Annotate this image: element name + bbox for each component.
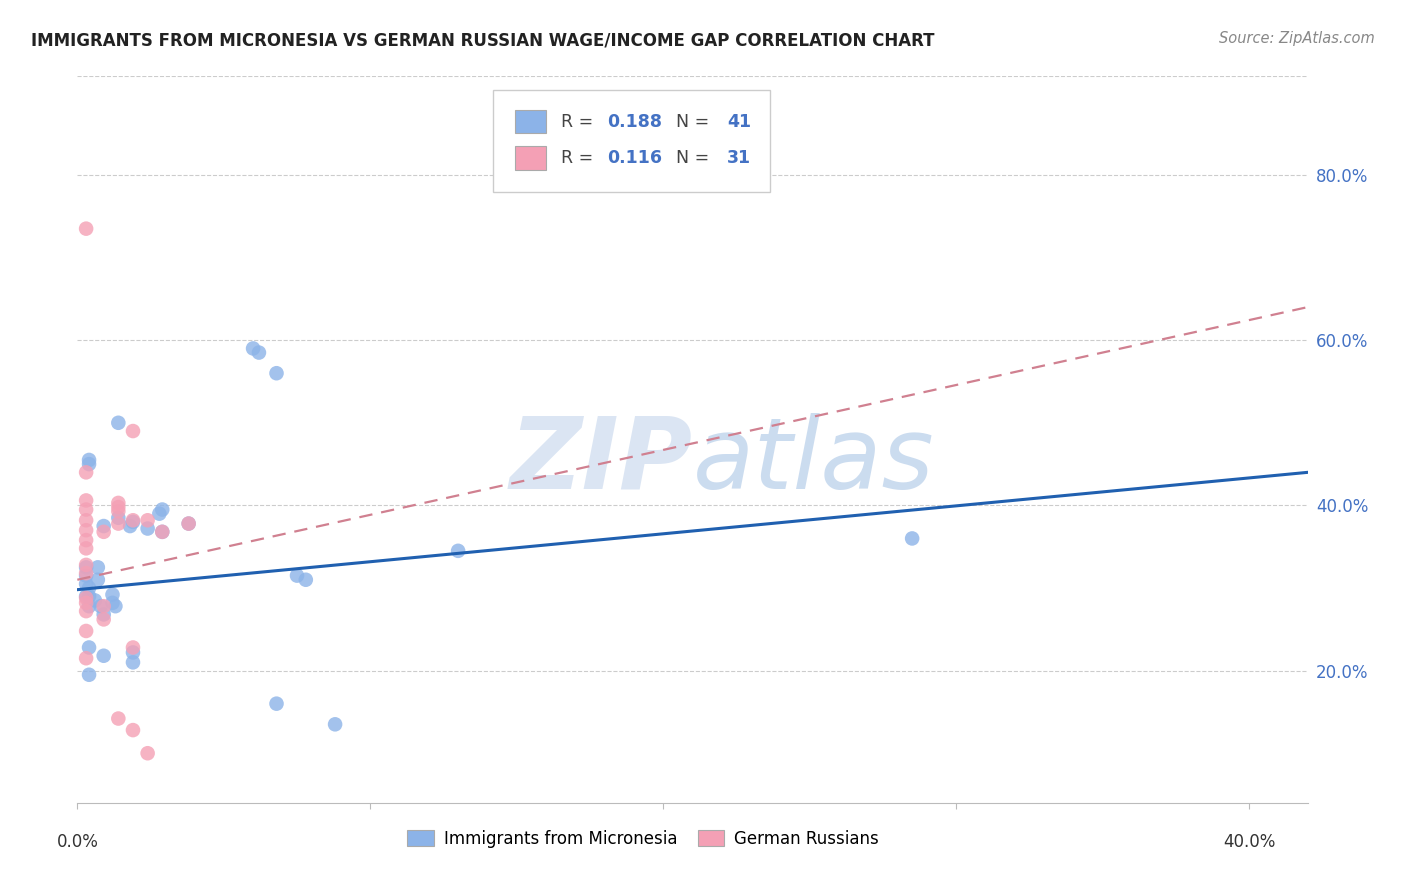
Point bbox=[93, 612, 115, 626]
Point bbox=[75, 493, 97, 508]
Point bbox=[266, 366, 288, 380]
Point bbox=[447, 544, 470, 558]
Point bbox=[87, 573, 110, 587]
Point bbox=[148, 507, 170, 521]
Text: ZIP: ZIP bbox=[509, 413, 693, 509]
Text: R =: R = bbox=[561, 149, 599, 167]
Point bbox=[75, 466, 97, 480]
Legend: Immigrants from Micronesia, German Russians: Immigrants from Micronesia, German Russi… bbox=[399, 822, 887, 856]
Point bbox=[104, 599, 127, 614]
Point bbox=[87, 560, 110, 574]
Point bbox=[122, 424, 145, 438]
Point bbox=[122, 645, 145, 659]
Point bbox=[84, 593, 107, 607]
Point bbox=[101, 596, 124, 610]
Point bbox=[93, 524, 115, 539]
Point bbox=[323, 717, 346, 731]
Point bbox=[242, 342, 264, 356]
Point bbox=[285, 568, 308, 582]
Point bbox=[75, 513, 97, 527]
Point bbox=[122, 723, 145, 737]
Text: 0.0%: 0.0% bbox=[56, 833, 98, 851]
Point bbox=[107, 516, 129, 531]
Point bbox=[77, 453, 100, 467]
Text: N =: N = bbox=[665, 149, 716, 167]
Text: 41: 41 bbox=[727, 112, 751, 130]
Text: atlas: atlas bbox=[693, 413, 934, 509]
FancyBboxPatch shape bbox=[516, 146, 546, 169]
Point bbox=[75, 596, 97, 610]
Point bbox=[136, 746, 159, 760]
Point bbox=[122, 656, 145, 670]
Point bbox=[122, 515, 145, 529]
Point bbox=[75, 604, 97, 618]
Text: 31: 31 bbox=[727, 149, 751, 167]
Point bbox=[150, 502, 173, 516]
Point bbox=[90, 599, 112, 614]
Point bbox=[77, 589, 100, 603]
Point bbox=[93, 519, 115, 533]
Point bbox=[75, 541, 97, 556]
FancyBboxPatch shape bbox=[494, 90, 770, 192]
Point bbox=[107, 496, 129, 510]
Text: Source: ZipAtlas.com: Source: ZipAtlas.com bbox=[1219, 31, 1375, 46]
Point bbox=[77, 581, 100, 595]
Point bbox=[295, 573, 318, 587]
Point bbox=[75, 502, 97, 516]
Point bbox=[77, 667, 100, 681]
FancyBboxPatch shape bbox=[516, 110, 546, 133]
Point bbox=[77, 457, 100, 471]
Text: 0.116: 0.116 bbox=[607, 149, 662, 167]
Point bbox=[75, 577, 97, 591]
Text: N =: N = bbox=[665, 112, 716, 130]
Point bbox=[266, 697, 288, 711]
Point bbox=[93, 607, 115, 622]
Point bbox=[75, 624, 97, 638]
Point bbox=[75, 591, 97, 605]
Point bbox=[93, 648, 115, 663]
Point bbox=[107, 712, 129, 726]
Text: IMMIGRANTS FROM MICRONESIA VS GERMAN RUSSIAN WAGE/INCOME GAP CORRELATION CHART: IMMIGRANTS FROM MICRONESIA VS GERMAN RUS… bbox=[31, 31, 935, 49]
Point bbox=[77, 599, 100, 614]
Point bbox=[75, 566, 97, 581]
Point bbox=[107, 500, 129, 514]
Point bbox=[77, 640, 100, 655]
Point bbox=[107, 504, 129, 518]
Text: 0.188: 0.188 bbox=[607, 112, 662, 130]
Point bbox=[75, 560, 97, 574]
Point bbox=[120, 519, 141, 533]
Point bbox=[122, 640, 145, 655]
Point bbox=[75, 558, 97, 572]
Text: R =: R = bbox=[561, 112, 599, 130]
Point bbox=[107, 416, 129, 430]
Point bbox=[122, 513, 145, 527]
Point bbox=[75, 589, 97, 603]
Point bbox=[75, 568, 97, 582]
Point bbox=[177, 516, 200, 531]
Point bbox=[247, 345, 270, 359]
Point bbox=[150, 524, 173, 539]
Point bbox=[75, 221, 97, 235]
Point bbox=[75, 523, 97, 537]
Point bbox=[107, 510, 129, 524]
Point bbox=[177, 516, 200, 531]
Point bbox=[136, 513, 159, 527]
Point bbox=[101, 588, 124, 602]
Point bbox=[75, 651, 97, 665]
Point bbox=[150, 524, 173, 539]
Point bbox=[75, 533, 97, 547]
Point bbox=[901, 532, 924, 546]
Text: 40.0%: 40.0% bbox=[1223, 833, 1275, 851]
Point bbox=[93, 599, 115, 614]
Point bbox=[136, 522, 159, 536]
